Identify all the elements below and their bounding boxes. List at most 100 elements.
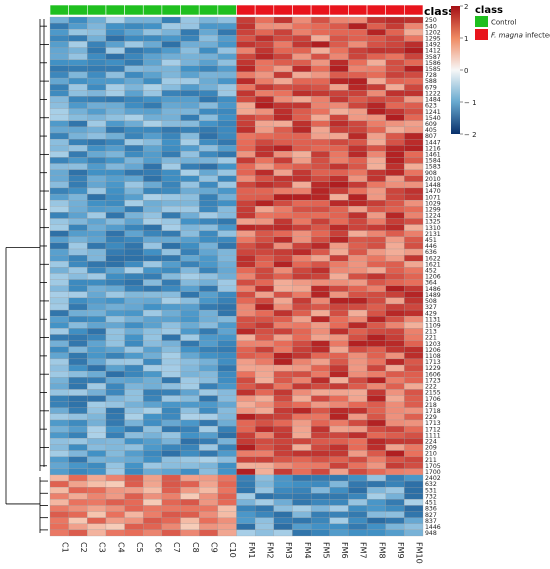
heatmap-cell xyxy=(366,401,386,408)
heatmap-cell xyxy=(143,84,163,91)
heatmap-cell xyxy=(310,297,330,305)
heatmap-cell xyxy=(404,35,424,42)
heatmap-cell xyxy=(236,193,256,201)
heatmap-cell xyxy=(348,297,368,305)
heatmap-cell xyxy=(180,322,200,329)
heatmap-cell xyxy=(366,84,386,91)
row-label: 327 xyxy=(425,304,437,311)
heatmap-cell xyxy=(404,200,424,207)
heatmap-cell xyxy=(348,346,368,353)
heatmap-cell xyxy=(348,279,368,286)
heatmap-cell xyxy=(255,474,274,482)
heatmap-cell xyxy=(161,157,181,164)
heatmap-cell xyxy=(310,419,330,427)
heatmap-cell xyxy=(236,157,256,164)
heatmap-cell xyxy=(105,346,125,353)
heatmap-cell xyxy=(180,96,200,103)
heatmap-cell xyxy=(161,96,181,103)
heatmap-cell xyxy=(180,206,200,213)
heatmap-cell xyxy=(348,145,368,152)
heatmap-cell xyxy=(87,59,107,66)
heatmap-cell xyxy=(124,499,144,506)
heatmap-cell xyxy=(329,432,349,439)
heatmap-cell xyxy=(385,285,405,292)
heatmap-cell xyxy=(273,364,293,372)
heatmap-cell xyxy=(161,126,181,134)
heatmap-cell xyxy=(292,279,312,286)
heatmap-cell xyxy=(273,29,293,36)
heatmap-cell xyxy=(404,334,424,341)
heatmap-cell xyxy=(404,468,424,476)
heatmap-cell xyxy=(329,377,349,384)
heatmap-cell xyxy=(292,425,312,433)
heatmap-cell xyxy=(385,352,405,360)
heatmap-cell xyxy=(49,432,69,439)
heatmap-cell xyxy=(292,16,312,24)
heatmap-cell xyxy=(366,77,386,85)
heatmap-cell xyxy=(87,444,107,451)
heatmap-cell xyxy=(199,444,218,451)
heatmap-cell xyxy=(255,16,274,24)
heatmap-cell xyxy=(49,401,69,408)
heatmap-cell xyxy=(87,47,107,54)
heatmap-cell xyxy=(124,468,144,476)
row-label: 1486 xyxy=(425,286,441,293)
heatmap-cell xyxy=(385,71,405,79)
heatmap-cell xyxy=(180,261,200,268)
heatmap-cell xyxy=(49,346,69,353)
heatmap-cell xyxy=(68,450,88,457)
heatmap-cell xyxy=(292,96,312,103)
class-bar-cell xyxy=(348,4,368,16)
heatmap-cell xyxy=(124,59,144,66)
heatmap-cell xyxy=(161,529,181,537)
legend-label: F. magna infected xyxy=(491,32,550,40)
heatmap-cell xyxy=(385,248,405,256)
heatmap-cell xyxy=(49,248,69,256)
heatmap-cell xyxy=(180,444,200,451)
heatmap-cell xyxy=(255,126,274,134)
heatmap-cell xyxy=(143,432,163,439)
heatmap-cell xyxy=(329,47,349,54)
heatmap-cell xyxy=(217,505,237,512)
heatmap-cell xyxy=(348,218,368,225)
heatmap-cell xyxy=(310,157,330,164)
heatmap-cell xyxy=(180,395,200,402)
heatmap-cell xyxy=(217,108,237,115)
heatmap-cell xyxy=(199,413,218,421)
heatmap-cell xyxy=(49,462,69,469)
heatmap-cell xyxy=(105,340,125,347)
heatmap-cell xyxy=(49,456,69,463)
heatmap-cell xyxy=(366,511,386,518)
heatmap-cell xyxy=(199,126,218,134)
heatmap-cell xyxy=(366,358,386,366)
heatmap-cell xyxy=(255,389,274,396)
row-label: 2131 xyxy=(425,231,441,238)
heatmap-cell xyxy=(161,193,181,201)
heatmap-cell xyxy=(348,65,368,73)
heatmap-cell xyxy=(329,285,349,292)
heatmap-cell xyxy=(329,157,349,164)
heatmap-cell xyxy=(310,255,330,262)
heatmap-cell xyxy=(385,389,405,396)
column-labels: C1 C2 C3 C4 C5 C6 C7 C8 C9 C10 FM1 FM2 FM3 FM4 FM5 FM6 F… xyxy=(60,542,423,564)
heatmap-cell xyxy=(161,419,181,427)
heatmap-cell xyxy=(87,413,107,421)
heatmap-cell xyxy=(87,53,107,60)
heatmap-cell xyxy=(143,163,163,170)
heatmap-cell xyxy=(348,22,368,30)
heatmap-cell xyxy=(143,22,163,30)
heatmap-cell xyxy=(143,444,163,451)
heatmap-cell xyxy=(404,493,424,500)
heatmap-cell xyxy=(49,474,69,482)
row-label: 531 xyxy=(425,487,437,494)
heatmap-cell xyxy=(68,230,88,237)
heatmap-cell xyxy=(385,279,405,286)
heatmap-cell xyxy=(68,358,88,366)
heatmap-cell xyxy=(348,364,368,372)
heatmap-cell xyxy=(87,401,107,408)
heatmap-cell xyxy=(366,309,386,317)
heatmap-cell xyxy=(404,377,424,384)
heatmap-cell xyxy=(124,218,144,225)
heatmap-cell xyxy=(217,126,237,134)
heatmap-cell xyxy=(180,187,200,195)
